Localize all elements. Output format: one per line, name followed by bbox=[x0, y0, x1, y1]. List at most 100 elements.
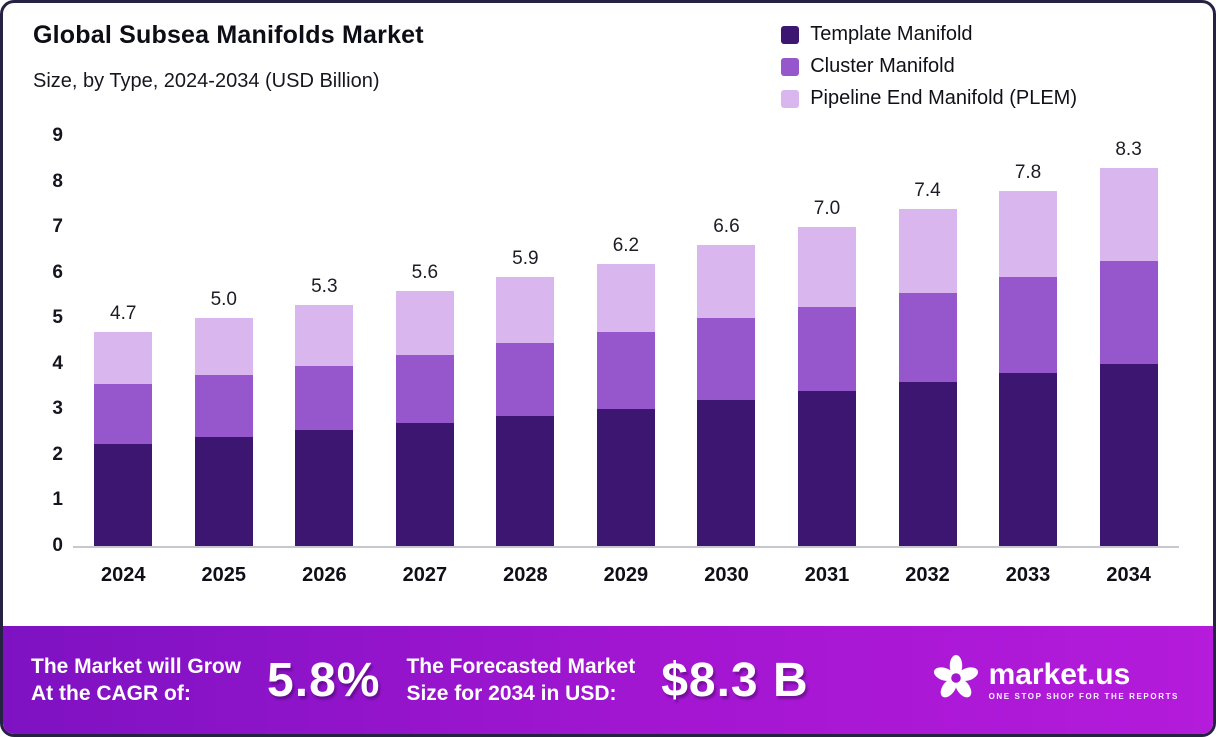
bar-segment-template bbox=[94, 443, 153, 546]
bar-segment-plem bbox=[1099, 167, 1158, 262]
bar-segment-plem bbox=[496, 277, 555, 344]
legend-label: Pipeline End Manifold (PLEM) bbox=[810, 87, 1077, 109]
y-tick-label: 9 bbox=[52, 125, 63, 146]
x-axis-label: 2027 bbox=[402, 564, 448, 586]
bar-column: 4.7 bbox=[93, 303, 153, 546]
bar-segment-plem bbox=[797, 227, 856, 307]
bar-segment-cluster bbox=[94, 384, 153, 444]
bar-segment-cluster bbox=[1099, 261, 1158, 364]
bar-segment-template bbox=[496, 416, 555, 546]
bar-segment-plem bbox=[94, 331, 153, 385]
y-tick-label: 6 bbox=[52, 261, 63, 283]
bar-segment-cluster bbox=[496, 343, 555, 417]
y-tick-label: 7 bbox=[52, 216, 63, 238]
bar-column: 5.3 bbox=[294, 276, 354, 546]
bar-column: 6.2 bbox=[596, 235, 656, 546]
bar-column: 5.6 bbox=[395, 262, 455, 546]
x-axis-label: 2029 bbox=[603, 564, 649, 586]
bar-segment-cluster bbox=[797, 306, 856, 392]
bar-column: 7.0 bbox=[797, 198, 857, 546]
chart-header: Global Subsea Manifolds Market Size, by … bbox=[3, 3, 1213, 110]
bar-total-label: 7.4 bbox=[914, 179, 941, 201]
bar-segment-cluster bbox=[697, 318, 756, 401]
x-axis-label: 2025 bbox=[201, 564, 247, 586]
bar-segment-cluster bbox=[596, 331, 655, 410]
x-axis-label: 2033 bbox=[1005, 564, 1051, 586]
bar-total-label: 5.9 bbox=[512, 248, 539, 270]
x-axis-label: 2034 bbox=[1106, 564, 1151, 586]
bar-segment-template bbox=[395, 423, 454, 546]
page-subtitle: Size, by Type, 2024-2034 (USD Billion) bbox=[33, 70, 380, 92]
bar-segment-template bbox=[898, 382, 957, 546]
bar-column: 5.9 bbox=[495, 248, 555, 546]
bar-total-label: 5.3 bbox=[311, 275, 338, 297]
bar-column: 7.4 bbox=[898, 180, 958, 546]
bar-column: 8.3 bbox=[1099, 139, 1159, 546]
y-tick-label: 8 bbox=[52, 170, 63, 192]
cagr-value: 5.8% bbox=[267, 653, 381, 707]
cagr-label: The Market will Grow At the CAGR of: bbox=[31, 653, 241, 708]
legend-swatch bbox=[781, 57, 800, 76]
x-axis-label: 2026 bbox=[302, 564, 347, 586]
bar-total-label: 7.8 bbox=[1014, 161, 1042, 183]
cagr-label-line2: At the CAGR of: bbox=[31, 682, 191, 705]
bar-segment-template bbox=[797, 391, 856, 546]
legend-item: Pipeline End Manifold (PLEM) bbox=[781, 87, 1077, 110]
x-axis: 2024 2025 2026 2027 2028 2029 2030 2031 2032 2033… bbox=[73, 564, 1179, 587]
y-tick-label: 1 bbox=[52, 489, 63, 511]
x-axis-label: 2024 bbox=[101, 564, 146, 586]
bar-column: 7.8 bbox=[998, 162, 1058, 546]
bar-segment-cluster bbox=[295, 366, 354, 430]
x-axis-label: 2030 bbox=[704, 564, 749, 586]
bar-segment-plem bbox=[999, 190, 1058, 278]
legend-item: Cluster Manifold bbox=[781, 55, 1077, 78]
x-axis-label: 2032 bbox=[905, 564, 950, 586]
y-tick-label: 4 bbox=[52, 352, 63, 374]
bar-segment-plem bbox=[295, 304, 354, 367]
y-tick-label: 5 bbox=[52, 307, 63, 329]
bar-total-label: 5.6 bbox=[411, 261, 439, 283]
marketus-logo-icon bbox=[933, 654, 979, 706]
cagr-label-line1: The Market will Grow bbox=[31, 654, 242, 678]
legend: Template Manifold Cluster Manifold Pipelin… bbox=[781, 23, 1077, 110]
legend-item: Template Manifold bbox=[781, 23, 1077, 46]
bar-segment-plem bbox=[395, 290, 454, 355]
brand-block: market.us ONE STOP SHOP FOR THE REPORTS bbox=[933, 654, 1185, 706]
bar-segment-template bbox=[194, 436, 253, 546]
footer-banner: The Market will Grow At the CAGR of: 5.8… bbox=[3, 626, 1213, 734]
bar-segment-template bbox=[999, 372, 1058, 546]
forecast-label-line2: Size for 2034 in USD: bbox=[406, 682, 617, 705]
brand-text: market.us ONE STOP SHOP FOR THE REPORTS bbox=[989, 659, 1179, 702]
bar-segment-cluster bbox=[194, 375, 253, 437]
bar-segment-template bbox=[1099, 363, 1158, 546]
y-tick-label: 0 bbox=[52, 535, 63, 556]
legend-label: Template Manifold bbox=[810, 23, 973, 45]
bars-row: 4.7 5.0 5.3 5.6 5.9 6.2 6.6 7.0 7.4 7.8 8.3 bbox=[73, 136, 1179, 548]
forecast-label: The Forecasted Market Size for 2034 in U… bbox=[406, 653, 635, 708]
chart-titles: Global Subsea Manifolds Market Size, by … bbox=[33, 21, 424, 93]
forecast-value: $8.3 B bbox=[661, 653, 809, 707]
bar-segment-template bbox=[295, 429, 354, 546]
bar-total-label: 4.7 bbox=[110, 302, 137, 324]
x-axis-label: 2031 bbox=[804, 564, 850, 586]
y-tick-label: 3 bbox=[52, 398, 63, 420]
bar-total-label: 6.6 bbox=[713, 216, 740, 238]
bar-segment-template bbox=[596, 409, 655, 546]
bar-total-label: 7.0 bbox=[813, 198, 841, 220]
bar-segment-plem bbox=[697, 245, 756, 319]
bar-column: 6.6 bbox=[696, 216, 756, 546]
bar-segment-plem bbox=[596, 263, 655, 332]
brand-tagline: ONE STOP SHOP FOR THE REPORTS bbox=[988, 692, 1179, 702]
legend-swatch bbox=[781, 89, 800, 108]
legend-swatch bbox=[781, 25, 800, 44]
y-axis: 0 1 2 3 4 5 6 7 8 9 bbox=[29, 125, 73, 556]
bar-segment-cluster bbox=[999, 277, 1058, 373]
y-tick-label: 2 bbox=[52, 443, 63, 465]
page-title: Global Subsea Manifolds Market bbox=[33, 21, 424, 49]
bar-segment-cluster bbox=[395, 354, 454, 423]
bar-column: 5.0 bbox=[194, 289, 254, 546]
bar-segment-cluster bbox=[898, 293, 957, 382]
bar-total-label: 5.0 bbox=[210, 289, 237, 311]
forecast-label-line1: The Forecasted Market bbox=[406, 654, 636, 678]
